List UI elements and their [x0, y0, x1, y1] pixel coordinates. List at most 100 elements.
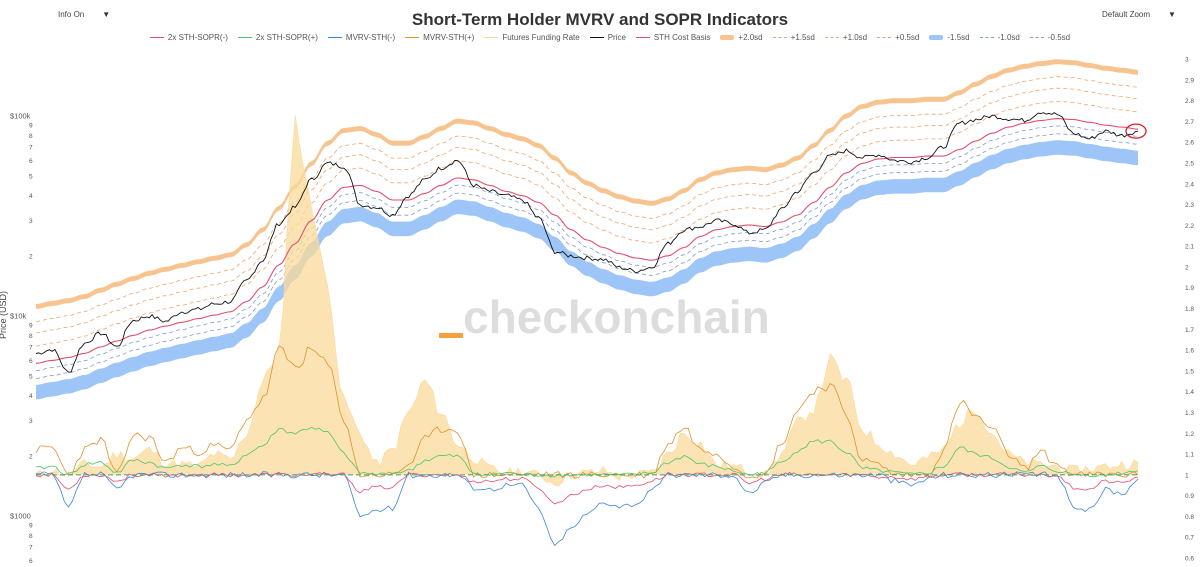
- legend-label: Futures Funding Rate: [502, 33, 580, 42]
- band-plus-2sd: [36, 59, 1138, 309]
- y-left-tick-label: 8: [29, 133, 33, 140]
- oscillator-panel: [35, 115, 1139, 547]
- legend-item[interactable]: Price: [589, 33, 626, 42]
- legend-swatch: [589, 37, 604, 38]
- legend-label: +2.0sd: [738, 33, 763, 42]
- series-fill: [36, 115, 1138, 487]
- series-line: [35, 472, 1139, 505]
- legend-item[interactable]: MVRV-STH(+): [405, 33, 474, 42]
- sd-bands: [35, 59, 1139, 400]
- y-right-tick-label: 2.8: [1185, 98, 1194, 105]
- legend-label: 2x STH-SOPR(-): [167, 33, 228, 42]
- legend-item[interactable]: +0.5sd: [877, 33, 919, 42]
- cost-basis-line: [35, 118, 1139, 364]
- legend-item[interactable]: 2x STH-SOPR(-): [149, 33, 228, 42]
- y-left-tick-label: 7: [29, 344, 33, 351]
- y-right-tick-label: 1.2: [1185, 431, 1194, 438]
- y-right-tick-label: 3: [1185, 57, 1189, 64]
- legend-item[interactable]: STH Cost Basis: [635, 33, 711, 42]
- y-left-tick-label: 4: [29, 393, 33, 400]
- y-right-tick-label: 0.9: [1185, 493, 1194, 500]
- watermark-underscore: [439, 333, 463, 338]
- legend-label: +0.5sd: [895, 33, 920, 42]
- legend-item[interactable]: -1.5sd: [929, 33, 970, 42]
- info-toggle[interactable]: Info On ▼: [58, 10, 110, 19]
- y-right-tick-label: 2: [1185, 264, 1189, 271]
- y-left-tick-label: $1000: [10, 512, 31, 521]
- y-right-tick-label: 2.2: [1185, 223, 1194, 230]
- y-left-tick-label: 6: [29, 558, 33, 565]
- y-left-tick-label: 2: [29, 253, 33, 260]
- legend-item[interactable]: +2.0sd: [720, 33, 763, 42]
- y-right-tick-label: 2.9: [1185, 77, 1194, 84]
- legend-label: +1.5sd: [790, 33, 815, 42]
- axes: 56789$100023456789$10k23456789$100kPrice…: [0, 57, 1194, 565]
- y-right-tick-label: 0.6: [1185, 556, 1194, 563]
- legend-swatch: [877, 37, 892, 38]
- highlight-circle: [1125, 123, 1147, 139]
- zoom-select[interactable]: Default Zoom ▼: [1102, 10, 1176, 19]
- y-right-tick-label: 2.5: [1185, 160, 1194, 167]
- series-line: [35, 426, 1139, 478]
- y-left-tick-label: 2: [29, 453, 33, 460]
- y-left-tick-label: 5: [29, 174, 33, 181]
- series-line: [35, 471, 1139, 547]
- y-right-tick-label: 2.3: [1185, 202, 1194, 209]
- legend: 2x STH-SOPR(-) 2x STH-SOPR(+) MVRV-STH(-) M…: [149, 33, 1071, 42]
- y-right-tick-label: 1.9: [1185, 285, 1194, 292]
- chart-title: Short-Term Holder MVRV and SOPR Indicato…: [411, 10, 789, 29]
- y-left-tick-label: $100k: [10, 112, 31, 121]
- sd-line: [35, 76, 1139, 322]
- y-right-tick-label: 1.6: [1185, 348, 1194, 355]
- legend-swatch: [635, 37, 650, 38]
- series-line: [35, 115, 1139, 487]
- legend-label: MVRV-STH(-): [345, 33, 396, 42]
- price-panel: [35, 112, 1147, 373]
- band-minus-1-5sd: [36, 140, 1138, 400]
- legend-item[interactable]: +1.5sd: [772, 33, 815, 42]
- legend-item[interactable]: +1.0sd: [824, 33, 868, 42]
- legend-item[interactable]: -0.5sd: [1029, 33, 1071, 42]
- series-line: [35, 345, 1139, 479]
- legend-label: +1.0sd: [842, 33, 868, 42]
- legend-item[interactable]: Futures Funding Rate: [484, 33, 580, 42]
- legend-item[interactable]: -1.0sd: [979, 33, 1020, 42]
- y-left-tick-label: 9: [29, 323, 33, 330]
- y-left-tick-label: 8: [29, 333, 33, 340]
- sd-line: [35, 125, 1139, 371]
- y-right-tick-label: 1.1: [1185, 452, 1194, 459]
- legend-swatch: [484, 37, 499, 38]
- legend-label: STH Cost Basis: [653, 33, 711, 42]
- legend-label: Price: [607, 33, 626, 42]
- y-left-tick-label: 7: [29, 544, 33, 551]
- y-left-tick-label: 9: [29, 523, 33, 530]
- y-left-tick-label: $10k: [10, 312, 27, 321]
- legend-item[interactable]: 2x STH-SOPR(+): [237, 33, 318, 42]
- legend-swatch: [772, 37, 787, 38]
- legend-swatch: [979, 37, 994, 38]
- legend-swatch: [327, 37, 342, 38]
- y-right-tick-label: 1: [1185, 472, 1189, 479]
- y-left-tick-label: 7: [29, 144, 33, 151]
- legend-swatch: [720, 35, 735, 40]
- sd-line: [35, 101, 1139, 347]
- y-right-tick-label: 1.3: [1185, 410, 1194, 417]
- chevron-down-icon: ▼: [1168, 10, 1176, 19]
- zoom-select-label: Default Zoom: [1102, 10, 1151, 19]
- y-left-tick-label: 8: [29, 533, 33, 540]
- y-left-tick-label: 4: [29, 193, 33, 200]
- y-right-tick-label: 1.4: [1185, 389, 1194, 396]
- y-left-tick-label: 9: [29, 123, 33, 130]
- y-left-axis-label: Price (USD): [0, 291, 8, 339]
- legend-item[interactable]: MVRV-STH(-): [327, 33, 396, 42]
- price-line: [35, 112, 1139, 373]
- legend-label: -0.5sd: [1047, 33, 1071, 42]
- legend-swatch: [929, 35, 944, 40]
- legend-swatch: [1029, 37, 1044, 38]
- legend-label: -1.0sd: [997, 33, 1020, 42]
- watermark: checkonchain: [463, 291, 770, 343]
- y-left-tick-label: 5: [29, 374, 33, 381]
- legend-swatch: [149, 37, 164, 38]
